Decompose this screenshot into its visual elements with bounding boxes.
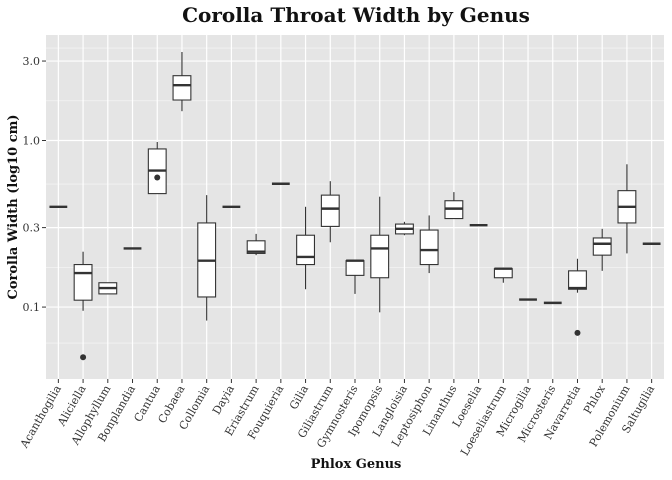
box-cantua	[147, 141, 167, 195]
box-marks	[49, 51, 661, 361]
box-ipomopsis	[370, 196, 390, 313]
iqr-box	[370, 234, 390, 279]
box-gilia	[296, 206, 316, 290]
box-polemonium	[617, 164, 637, 254]
y-tick-label: 0.3	[23, 222, 41, 235]
box-eriastrum	[246, 233, 266, 256]
y-tick-label: 0.1	[23, 301, 41, 314]
box-loeseliastrum	[493, 267, 513, 283]
x-axis: AcanthogiliaAliciellaAllophyllumBonpland…	[17, 379, 657, 458]
iqr-box	[320, 194, 340, 227]
box-leptosiphon	[419, 215, 439, 274]
iqr-box	[172, 75, 192, 101]
box-allophyllum	[98, 282, 118, 295]
iqr-box	[73, 264, 93, 301]
box-linanthus	[444, 192, 464, 220]
box-cobaea	[172, 51, 192, 112]
box-collomia	[197, 195, 217, 321]
iqr-box	[592, 237, 612, 256]
iqr-box	[296, 234, 316, 266]
box-phlox	[592, 228, 612, 271]
box-giliastrum	[320, 181, 340, 243]
iqr-box	[493, 268, 513, 279]
y-tick-label: 3.0	[23, 55, 41, 68]
y-tick-label: 1.0	[23, 135, 41, 148]
y-axis-title: Corolla Width (log10 cm)	[6, 114, 21, 299]
iqr-box	[246, 240, 266, 254]
outlier-point	[154, 174, 161, 181]
box-langloisia	[394, 221, 414, 236]
box-navarretia	[568, 258, 587, 336]
outlier-point	[574, 329, 581, 336]
box-aliciella	[73, 251, 93, 361]
y-axis: 0.1 0.3 1.0 3.0	[23, 55, 46, 314]
chart-title: Corolla Throat Width by Genus	[182, 3, 530, 27]
iqr-box	[568, 270, 587, 290]
iqr-box	[345, 260, 365, 276]
iqr-box	[419, 229, 439, 266]
outlier-point	[80, 354, 87, 361]
x-axis-title: Phlox Genus	[311, 457, 402, 472]
box-gymnosteris	[345, 259, 365, 294]
x-tick-label-gilia: Gilia	[287, 383, 311, 412]
